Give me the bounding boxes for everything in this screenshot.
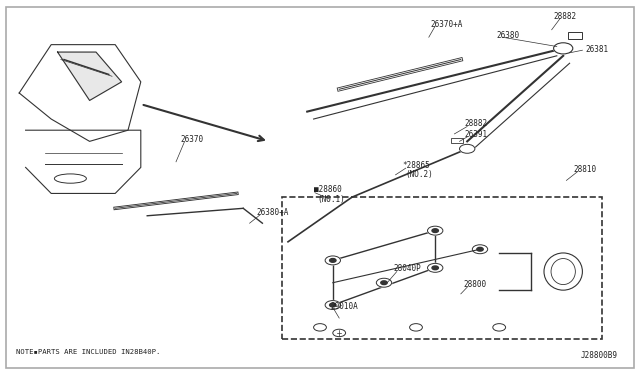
Text: 26380: 26380	[497, 31, 520, 40]
Text: 28882: 28882	[554, 12, 577, 21]
Text: NOTE▪PARTS ARE INCLUDED IN28B40P.: NOTE▪PARTS ARE INCLUDED IN28B40P.	[16, 349, 161, 355]
Text: 29010A: 29010A	[330, 302, 358, 311]
Bar	[568, 32, 582, 39]
Circle shape	[477, 247, 483, 251]
Bar	[451, 138, 463, 143]
Text: 26370: 26370	[180, 135, 204, 144]
Circle shape	[330, 259, 336, 262]
Circle shape	[314, 324, 326, 331]
Circle shape	[554, 43, 573, 54]
Circle shape	[376, 278, 392, 287]
Ellipse shape	[544, 253, 582, 290]
Polygon shape	[19, 45, 141, 141]
Circle shape	[410, 324, 422, 331]
Circle shape	[432, 229, 438, 232]
Circle shape	[432, 266, 438, 270]
Ellipse shape	[54, 174, 86, 183]
Text: (NO.2): (NO.2)	[406, 170, 433, 179]
Bar	[568, 32, 582, 39]
Bar	[451, 138, 463, 143]
Bar	[282, 197, 602, 339]
Text: J28800B9: J28800B9	[580, 351, 618, 360]
Circle shape	[428, 226, 443, 235]
Polygon shape	[58, 52, 122, 100]
Text: 28882: 28882	[465, 119, 488, 128]
Text: 26391: 26391	[465, 130, 488, 139]
Text: 28810: 28810	[573, 165, 596, 174]
Circle shape	[325, 256, 340, 265]
Text: 26370+A: 26370+A	[430, 20, 463, 29]
Ellipse shape	[551, 259, 575, 285]
Circle shape	[472, 245, 488, 254]
Circle shape	[428, 263, 443, 272]
Circle shape	[325, 301, 340, 310]
Text: 28040P: 28040P	[393, 264, 420, 273]
Circle shape	[493, 324, 506, 331]
Text: 26381: 26381	[586, 45, 609, 54]
Text: *28865: *28865	[402, 161, 429, 170]
Circle shape	[333, 329, 346, 337]
Text: 28800: 28800	[463, 280, 486, 289]
Text: ■28860: ■28860	[314, 185, 341, 194]
Text: 26380+A: 26380+A	[256, 208, 289, 217]
Circle shape	[330, 303, 336, 307]
Polygon shape	[26, 130, 141, 193]
Circle shape	[460, 144, 475, 153]
Circle shape	[381, 281, 387, 285]
Text: (NO.1): (NO.1)	[317, 195, 345, 203]
